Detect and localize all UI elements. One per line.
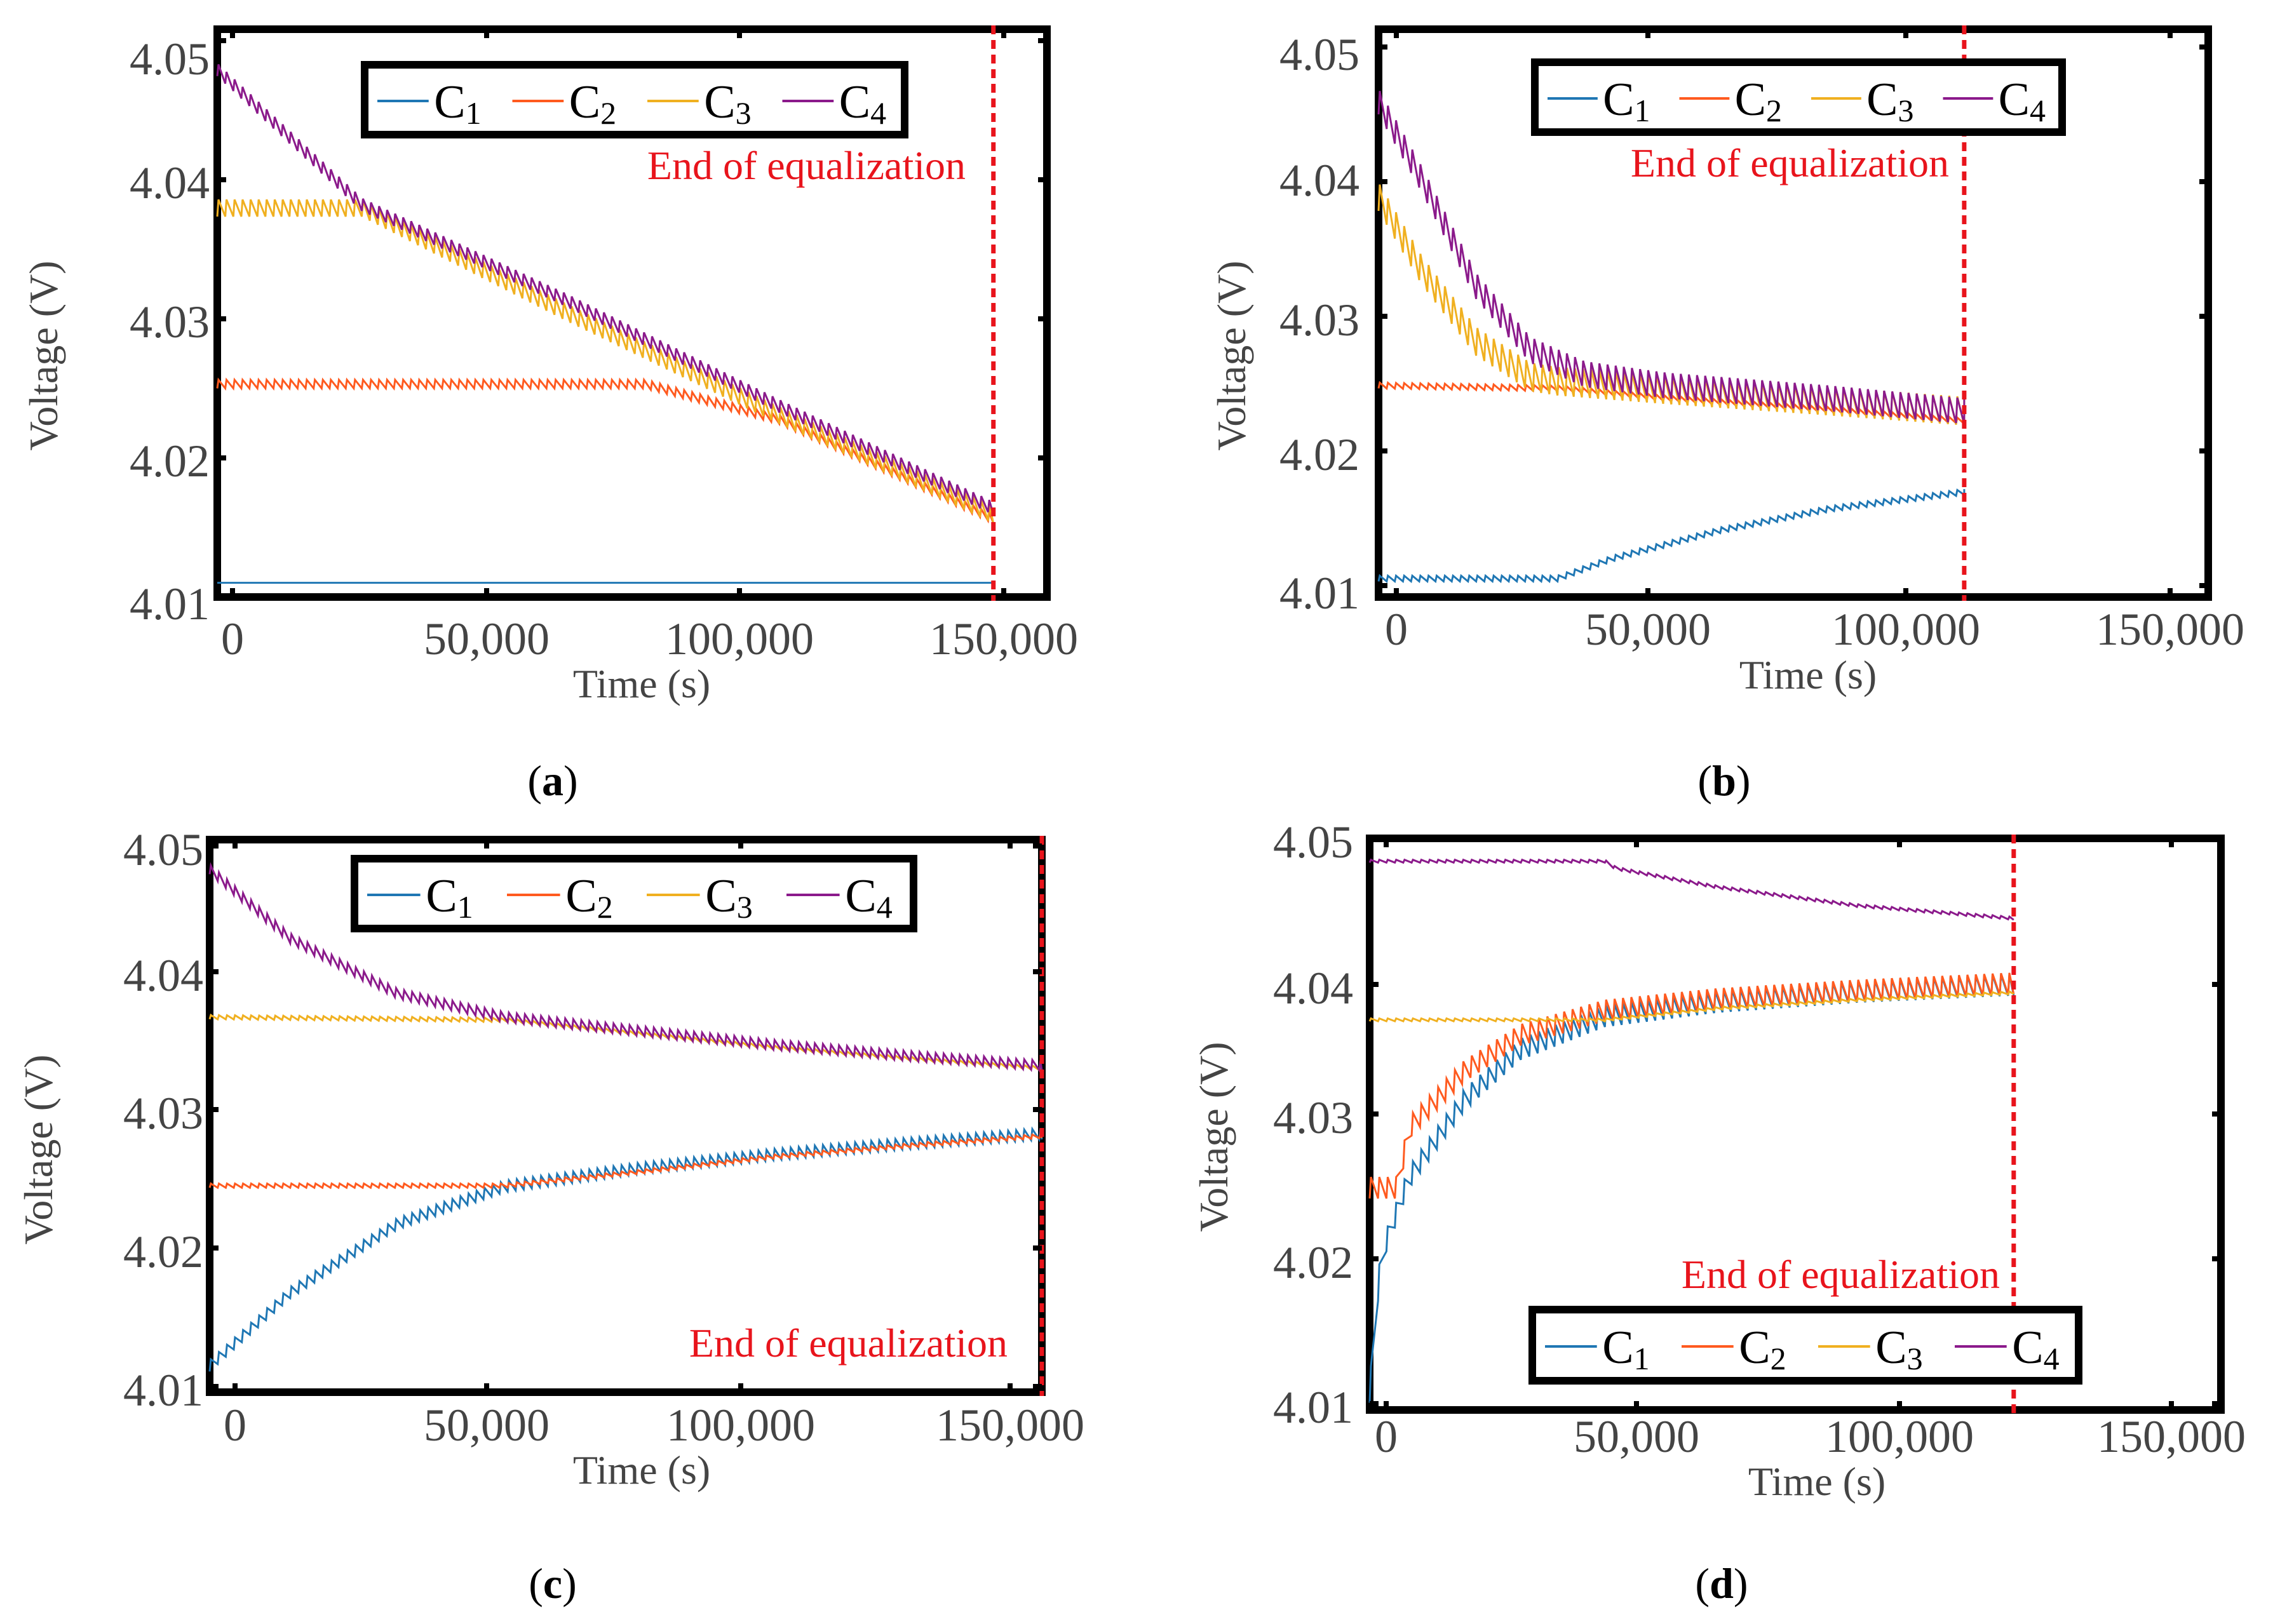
x-tick-label: 50,000 xyxy=(1585,604,1711,655)
series-line-c2 xyxy=(208,1131,1043,1190)
x-tick-label: 0 xyxy=(221,614,244,664)
plot-frame xyxy=(1366,835,2225,1414)
tick-layer xyxy=(217,29,1047,600)
plot-frame xyxy=(1375,25,2212,601)
y-tick-label: 4.02 xyxy=(130,436,210,487)
y-tick-label: 4.05 xyxy=(123,824,203,875)
series-line-c2 xyxy=(1368,972,2015,1199)
y-tick-label: 4.01 xyxy=(130,579,210,629)
tick-layer xyxy=(210,840,1042,1392)
panel-caption: (b) xyxy=(1697,756,1750,805)
x-tick-label: 100,000 xyxy=(665,614,814,664)
legend: C1 C2 C3 C4 xyxy=(1531,58,2066,136)
x-tick-label: 50,000 xyxy=(424,1400,550,1451)
x-tick-label: 150,000 xyxy=(936,1400,1084,1451)
series-line-c4 xyxy=(216,64,995,515)
x-tick-label: 0 xyxy=(1375,1411,1398,1462)
x-axis-title: Time (s) xyxy=(1739,652,1877,697)
series-line-c3 xyxy=(216,199,995,524)
y-axis-title: Voltage (V) xyxy=(16,1054,61,1244)
y-tick-label: 4.04 xyxy=(1273,963,1353,1014)
panel-caption-letter: b xyxy=(1712,756,1736,805)
legend-items: C1 C2 C3 C4 xyxy=(377,76,886,131)
x-tick-label: 100,000 xyxy=(666,1400,815,1451)
y-axis-title: Voltage (V) xyxy=(1191,1042,1236,1231)
panel-b: 4.05 4.04 4.03 4.02 4.01 0 50,000 100,00… xyxy=(1209,25,2244,805)
legend: C1 C2 C3 C4 xyxy=(1528,1306,2082,1385)
x-tick-label: 150,000 xyxy=(929,614,1078,664)
end-of-equalization-label: End of equalization xyxy=(1631,140,1949,185)
y-tick-label: 4.01 xyxy=(123,1365,203,1416)
series-line-c4 xyxy=(208,862,1043,1073)
y-tick-label: 4.01 xyxy=(1273,1382,1353,1433)
panel-d: 4.05 4.04 4.03 4.02 4.01 0 50,000 100,00… xyxy=(1191,817,2246,1607)
x-tick-label: 0 xyxy=(1385,604,1408,655)
x-tick-label: 150,000 xyxy=(2096,604,2244,655)
series-line-c3 xyxy=(208,1013,1043,1072)
y-tick-label: 4.02 xyxy=(1279,429,1359,480)
y-tick-label: 4.03 xyxy=(123,1088,203,1139)
panel-caption-letter: d xyxy=(1710,1559,1734,1607)
y-tick-label: 4.03 xyxy=(1279,295,1359,346)
series-line-c4 xyxy=(1377,91,1966,424)
plot-frame xyxy=(213,25,1051,601)
x-axis-title: Time (s) xyxy=(1748,1459,1886,1504)
y-tick-label: 4.04 xyxy=(130,158,210,208)
panel-caption: (a) xyxy=(527,756,577,805)
tick-layer xyxy=(1370,836,2221,1410)
y-tick-label: 4.02 xyxy=(123,1226,203,1277)
y-tick-label: 4.04 xyxy=(123,950,203,1001)
series-line-c4 xyxy=(1368,858,2014,921)
y-tick-label: 4.05 xyxy=(1273,817,1353,868)
legend-label-c1: C1 xyxy=(1603,74,1650,128)
y-axis-title: Voltage (V) xyxy=(21,260,66,450)
series-line-c1 xyxy=(1377,488,1966,584)
end-of-equalization-label: End of equalization xyxy=(1682,1252,2000,1297)
end-of-equalization-label: End of equalization xyxy=(689,1320,1008,1366)
y-tick-label: 4.01 xyxy=(1279,568,1359,619)
y-tick-label: 4.04 xyxy=(1279,155,1359,206)
panel-caption-letter: c xyxy=(543,1559,562,1607)
y-tick-label: 4.05 xyxy=(1279,29,1359,80)
tick-layer xyxy=(1379,29,2208,597)
y-tick-label: 4.03 xyxy=(130,297,210,347)
legend: C1 C2 C3 C4 xyxy=(351,855,917,932)
y-tick-label: 4.03 xyxy=(1273,1092,1353,1143)
panel-caption: (d) xyxy=(1695,1559,1748,1607)
series-line-c3 xyxy=(1368,990,2014,1023)
legend-label-c3: C3 xyxy=(1875,1322,1922,1376)
y-tick-label: 4.05 xyxy=(130,34,210,84)
panel-c: 4.05 4.04 4.03 4.02 4.01 0 50,000 100,00… xyxy=(16,824,1084,1607)
x-tick-label: 150,000 xyxy=(2097,1411,2246,1462)
x-axis-title: Time (s) xyxy=(573,1447,710,1493)
panel-caption: (c) xyxy=(529,1559,577,1607)
legend-label-c2: C2 xyxy=(1735,74,1782,128)
panel-caption-letter: a xyxy=(542,756,563,805)
panel-a: 4.05 4.04 4.03 4.02 4.01 0 50,000 100,00… xyxy=(21,25,1078,805)
x-tick-label: 100,000 xyxy=(1825,1411,1974,1462)
y-axis-title: Voltage (V) xyxy=(1209,260,1254,450)
x-tick-label: 50,000 xyxy=(1574,1411,1699,1462)
legend: C1 C2 C3 C4 xyxy=(361,61,908,138)
x-tick-label: 0 xyxy=(224,1400,246,1451)
legend-items: C1 C2 C3 C4 xyxy=(1545,1322,2060,1376)
x-tick-label: 100,000 xyxy=(1832,604,1980,655)
y-tick-label: 4.02 xyxy=(1273,1237,1353,1288)
x-axis-title: Time (s) xyxy=(573,661,710,706)
series-layer xyxy=(208,836,1044,1396)
end-of-equalization-label: End of equalization xyxy=(647,143,966,188)
x-tick-label: 50,000 xyxy=(424,614,550,664)
series-layer xyxy=(216,25,996,601)
